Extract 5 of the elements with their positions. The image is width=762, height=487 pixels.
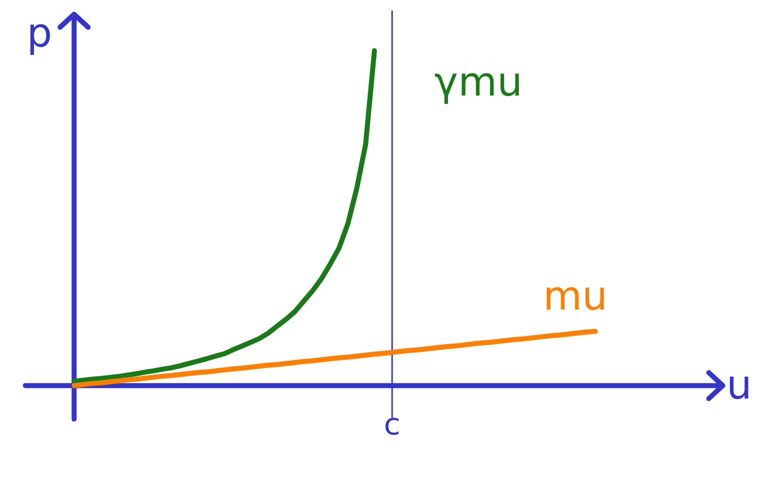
series-label: mu — [543, 273, 608, 320]
series-label: γmu — [434, 60, 522, 106]
text: c — [384, 408, 400, 442]
x-axis-title: u — [726, 362, 752, 409]
y-axis-title: p — [26, 10, 52, 56]
